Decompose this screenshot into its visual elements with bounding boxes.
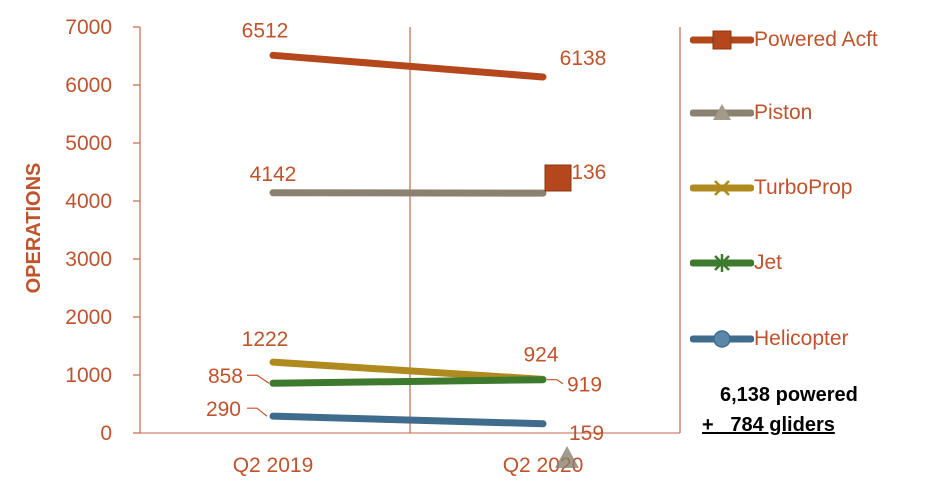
y-axis-label: OPERATIONS bbox=[23, 163, 45, 294]
legend-swatch bbox=[690, 324, 754, 354]
data-label: 6138 bbox=[560, 47, 607, 70]
y-tick-label: 6000 bbox=[65, 74, 112, 97]
series-line-helicopter bbox=[273, 416, 543, 424]
data-label: 6512 bbox=[242, 19, 289, 42]
data-label: 290 bbox=[206, 398, 241, 421]
data-label: 4142 bbox=[250, 163, 297, 186]
legend-item-helicopter: Helicopter bbox=[690, 324, 849, 354]
legend-swatch bbox=[690, 248, 754, 278]
circle-marker-icon bbox=[714, 331, 730, 347]
legend-label: Powered Acft bbox=[754, 28, 878, 52]
y-tick-label: 3000 bbox=[65, 248, 112, 271]
series-lines bbox=[273, 55, 543, 423]
y-axis-ticks: 0 1000 2000 3000 4000 5000 6000 7000 bbox=[65, 16, 112, 445]
data-label: 919 bbox=[567, 374, 602, 397]
leader-line bbox=[247, 408, 267, 416]
note-powered: 6,138 powered bbox=[720, 384, 858, 407]
legend-item-powered-acft: Powered Acft bbox=[690, 25, 878, 55]
data-label: 858 bbox=[208, 365, 243, 388]
note-gliders: + 784 gliders bbox=[702, 414, 835, 437]
data-label: 1222 bbox=[242, 328, 289, 351]
legend-label: Helicopter bbox=[754, 327, 849, 351]
y-tick-label: 0 bbox=[100, 422, 112, 445]
y-tick-label: 4000 bbox=[65, 190, 112, 213]
legend-swatch bbox=[690, 25, 754, 55]
leader-line bbox=[247, 375, 269, 383]
series-line-jet bbox=[273, 380, 543, 384]
legend-label: TurboProp bbox=[754, 176, 852, 200]
y-tick-label: 2000 bbox=[65, 306, 112, 329]
x-tick-label: Q2 2019 bbox=[233, 454, 314, 477]
legend-label: Piston bbox=[754, 101, 812, 125]
legend-item-piston: Piston bbox=[690, 98, 812, 128]
legend-item-turboprop: TurboProp bbox=[690, 173, 852, 203]
y-tick-label: 7000 bbox=[65, 16, 112, 39]
series-line-powered-acft bbox=[273, 55, 543, 77]
legend-label: Jet bbox=[754, 251, 782, 275]
data-label: 159 bbox=[569, 422, 604, 445]
legend-item-jet: Jet bbox=[690, 248, 782, 278]
legend-swatch bbox=[690, 173, 754, 203]
data-label: 924 bbox=[523, 343, 558, 366]
y-tick-label: 1000 bbox=[65, 364, 112, 387]
leader-line bbox=[547, 380, 563, 384]
y-tick-label: 5000 bbox=[65, 132, 112, 155]
powered-acft-marker bbox=[545, 165, 571, 191]
legend-swatch bbox=[690, 98, 754, 128]
square-marker-icon bbox=[713, 31, 731, 49]
